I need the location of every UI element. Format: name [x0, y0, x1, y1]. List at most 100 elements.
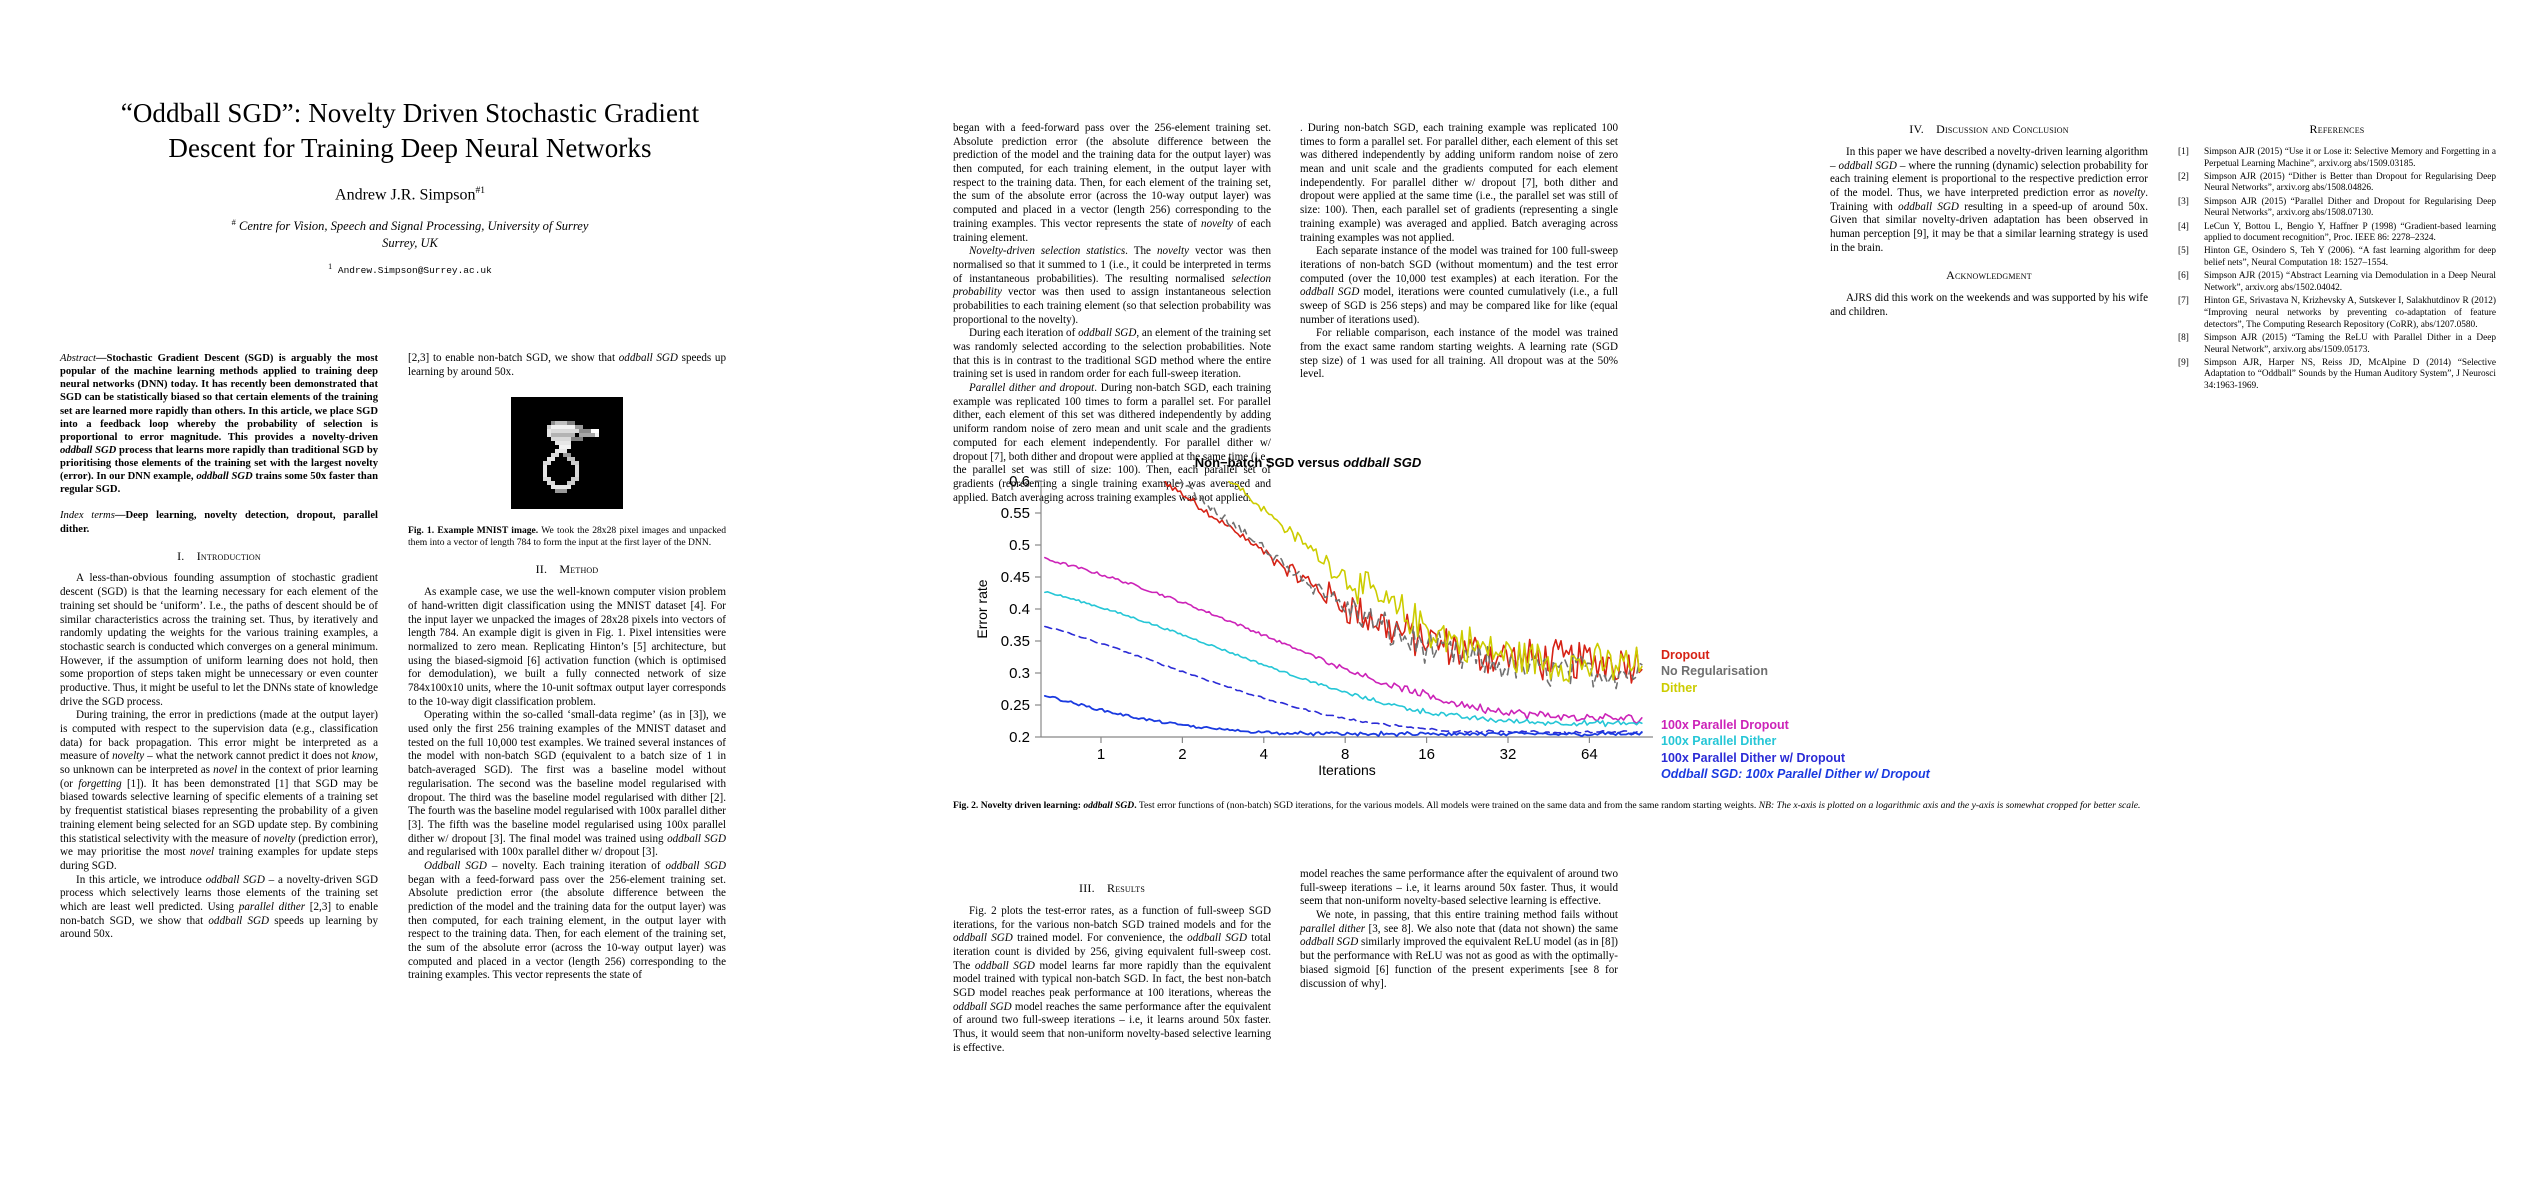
reference-number: [4]	[2178, 221, 2189, 232]
chart-series-line	[1044, 556, 1643, 725]
x-tick-label: 2	[1178, 746, 1186, 763]
error-rate-line-chart: 0.2 0.25 0.3 0.35 0.4 0.45 0.5 0.55 0.6 1 2 4 8 16 32…	[974, 473, 1653, 778]
results-paragraph-1: Fig. 2 plots the test-error rates, as a …	[953, 904, 1272, 1054]
method-paragraph-7: Each separate instance of the model was …	[1300, 245, 1618, 326]
reference-item: [1] Simpson AJR (2015) “Use it or Lose it…	[2178, 147, 2496, 170]
legend-item-100x-parallel-dropout: 100x Parallel Dropout	[1661, 718, 1789, 732]
chart-series-line	[1174, 481, 1643, 690]
reference-number: [5]	[2178, 246, 2189, 257]
legend-item-oddball-sgd: Oddball SGD: 100x Parallel Dither w/ Dro…	[1661, 766, 1930, 781]
reference-text: Simpson AJR (2015) “Parallel Dither and …	[2204, 196, 2496, 219]
index-terms: Index terms—Deep learning, novelty detec…	[60, 510, 378, 535]
title-line-1: “Oddball SGD”: Novelty Driven Stochastic…	[120, 98, 700, 128]
reference-text: Simpson AJR (2015) “Dither is Better tha…	[2204, 171, 2496, 194]
reference-item: [3] Simpson AJR (2015) “Parallel Dither a…	[2178, 197, 2496, 220]
column-4: . During non-batch SGD, each training ex…	[1300, 122, 1618, 382]
section-heading-introduction: I. Introduction	[177, 548, 261, 563]
intro-paragraph-3: In this article, we introduce oddball SG…	[60, 873, 379, 941]
column-1: Abstract—Stochastic Gradient Descent (SG…	[60, 352, 378, 942]
reference-text: Simpson AJR (2015) “Use it or Lose it: S…	[2204, 146, 2496, 169]
reference-item: [6] Simpson AJR (2015) “Abstract Learning…	[2178, 271, 2496, 294]
title-block: “Oddball SGD”: Novelty Driven Stochastic…	[60, 96, 760, 276]
author-marker: #1	[475, 186, 485, 197]
column-3: began with a feed-forward pass over the …	[953, 122, 1271, 505]
figure-1-caption: Fig. 1. Example MNIST image. We took the…	[408, 525, 726, 549]
section-heading-acknowledgment: Acknowledgment	[1946, 268, 2032, 283]
y-tick-label: 0.25	[1001, 697, 1030, 714]
author-email: 1 Andrew.Simpson@Surrey.ac.uk	[328, 262, 492, 277]
legend-item-no-regularisation: No Regularisation	[1661, 664, 1768, 679]
intro-paragraph-1: A less-than-obvious founding assumption …	[60, 572, 378, 708]
intro-paragraph-3-cont: [2,3] to enable non-batch SGD, we show t…	[408, 352, 726, 378]
method-paragraph-3: Oddball SGD – novelty. Each training ite…	[408, 859, 726, 982]
reference-item: [5] Hinton GE, Osindero S, Teh Y (2006). …	[2178, 246, 2496, 269]
reference-text: Simpson AJR (2015) “Taming the ReLU with…	[2204, 332, 2496, 355]
figure-1: Fig. 1. Example MNIST image. We took the…	[408, 397, 726, 549]
author-name: Andrew J.R. Simpson#1	[335, 186, 485, 204]
x-tick-label: 32	[1500, 746, 1517, 763]
y-tick-label: 0.4	[1009, 601, 1030, 618]
legend-item-dropout: Dropout	[1661, 648, 1710, 662]
column-5: IV. Discussion and Conclusion In this pa…	[1830, 122, 2148, 320]
column-6: References [1] Simpson AJR (2015) “Use it…	[2178, 122, 2496, 394]
affiliation-marker: #	[231, 216, 236, 227]
y-tick-label: 0.55	[1001, 505, 1030, 522]
figure-2: Non−batch SGD versus oddball SGD 0.2 0.25…	[953, 455, 2193, 795]
reference-number: [2]	[2178, 171, 2189, 182]
reference-number: [6]	[2178, 271, 2189, 282]
page-title: “Oddball SGD”: Novelty Driven Stochastic…	[60, 96, 760, 166]
reference-number: [1]	[2178, 146, 2189, 157]
x-tick-label: 8	[1341, 746, 1349, 763]
reference-text: Simpson AJR (2015) “Abstract Learning vi…	[2204, 271, 2496, 294]
method-paragraph-8: For reliable comparison, each instance o…	[1300, 327, 1618, 381]
discussion-paragraph-1: In this paper we have described a novelt…	[1830, 145, 2148, 254]
chart-series-line	[1164, 481, 1643, 684]
email-marker: 1	[328, 262, 333, 272]
reference-text: Simpson AJR, Harper NS, Reiss JD, McAlpi…	[2204, 357, 2496, 392]
method-paragraph-3-cont: began with a feed-forward pass over the …	[953, 122, 1272, 244]
method-paragraph-1: As example case, we use the well-known c…	[408, 586, 726, 708]
legend-item-100x-parallel-dither: 100x Parallel Dither	[1661, 734, 1777, 749]
method-paragraph-6-cont: . During non-batch SGD, each training ex…	[1300, 122, 1618, 244]
y-axis-label: Error rate	[974, 579, 990, 638]
reference-text: LeCun Y, Bottou L, Bengio Y, Haffner P (…	[2204, 221, 2496, 244]
method-paragraph-5: During each iteration of oddball SGD, an…	[953, 327, 1271, 381]
legend-group-upper: Dropout No Regularisation Dither	[1661, 647, 1768, 696]
y-tick-label: 0.5	[1009, 537, 1030, 554]
mnist-svg	[511, 397, 623, 510]
chart-series-line	[1043, 695, 1643, 737]
results-paragraph-1-cont: model reaches the same performance after…	[1300, 868, 1618, 908]
abstract: Abstract—Stochastic Gradient Descent (SG…	[60, 353, 379, 496]
reference-text: Hinton GE, Osindero S, Teh Y (2006). “A …	[2204, 246, 2496, 269]
reference-item: [4] LeCun Y, Bottou L, Bengio Y, Haffner …	[2178, 222, 2496, 245]
reference-list: [1] Simpson AJR (2015) “Use it or Lose it…	[2178, 147, 2496, 393]
results-column-left: III. Results Fig. 2 plots the test-error…	[953, 868, 1271, 1055]
results-column-right: model reaches the same performance after…	[1300, 868, 1618, 991]
legend-item-100x-parallel-dither-dropout: 100x Parallel Dither w/ Dropout	[1661, 750, 1846, 765]
legend-group-lower: 100x Parallel Dropout 100x Parallel Dith…	[1661, 717, 1930, 782]
reference-number: [7]	[2178, 296, 2189, 307]
abstract-lead: Abstract	[60, 353, 96, 364]
x-tick-label: 16	[1418, 746, 1435, 763]
title-line-2: Descent for Training Deep Neural Network…	[168, 133, 652, 164]
x-tick-label: 4	[1260, 746, 1268, 763]
x-axis-label: Iterations	[1318, 762, 1376, 778]
x-axis-ticks: 1 2 4 8 16 32 64	[1097, 737, 1598, 763]
reference-text: Hinton GE, Srivastava N, Krizhevsky A, S…	[2204, 296, 2496, 330]
chart-series-line	[1044, 590, 1643, 728]
figure-2-caption: Fig. 2. Novelty driven learning: oddball…	[953, 800, 2141, 811]
reference-number: [8]	[2178, 332, 2189, 343]
chart-title: Non−batch SGD versus oddball SGD	[1194, 455, 1422, 470]
reference-number: [9]	[2178, 357, 2189, 368]
results-paragraph-2: We note, in passing, that this entire tr…	[1300, 909, 1619, 990]
y-axis-ticks: 0.2 0.25 0.3 0.35 0.4 0.45 0.5 0.55 0.6	[1001, 473, 1041, 746]
intro-paragraph-2: During training, the error in prediction…	[60, 709, 378, 872]
column-2: [2,3] to enable non-batch SGD, we show t…	[408, 352, 726, 983]
legend-item-dither: Dither	[1661, 680, 1698, 695]
reference-item: [8] Simpson AJR (2015) “Taming the ReLU w…	[2178, 333, 2496, 356]
reference-item: [2] Simpson AJR (2015) “Dither is Better …	[2178, 172, 2496, 195]
section-heading-references: References	[2309, 122, 2365, 136]
chart-series-group	[1043, 481, 1643, 737]
mnist-digit-image	[511, 397, 623, 510]
